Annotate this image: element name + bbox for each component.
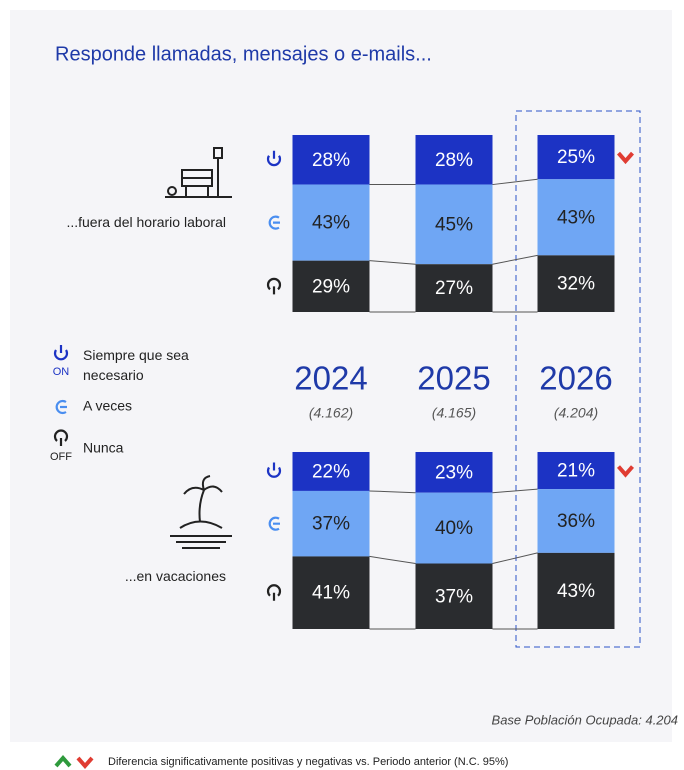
value-label: 21% [557,461,595,482]
connector [492,552,538,564]
icon-path [268,516,280,531]
value-label: 22% [312,461,350,482]
footnote: Diferencia significativamente positivas … [108,756,508,768]
icon-path [266,462,282,478]
year-label: 2025 [417,360,490,397]
legend-sometimes-icon [55,399,67,415]
off-label: OFF [50,451,72,463]
connector [492,254,538,265]
bar-segment [292,452,370,491]
legend-label: A veces [83,398,132,414]
value-label: 43% [557,581,595,602]
icon-path [268,215,280,230]
icon-path [266,584,282,601]
base-note: Base Población Ocupada: 4.204 [492,712,678,727]
value-label: 41% [312,583,350,604]
base-label: (4.204) [554,405,598,421]
value-label: 37% [312,514,350,535]
bar-segment [415,135,493,185]
row-icon [268,215,280,230]
value-label: 45% [435,214,473,235]
bar-segment [292,184,370,261]
island-icon [170,475,232,549]
bar-segment [292,556,370,629]
bar-segment [415,563,493,629]
bench-icon [165,147,232,198]
value-label: 23% [435,462,473,483]
row-icon [268,516,280,531]
value-label: 28% [312,150,350,171]
legend-on-icon [53,345,69,361]
significance-down [616,151,635,165]
bar-segment [292,490,370,557]
significance-down [616,465,635,478]
bar-segment [537,489,615,553]
bar-segment [537,255,615,312]
legend-label: Siempre que sea necesario [83,347,189,383]
chart-title: ...fuera del horario laboral [66,214,226,230]
bar-segment [415,264,493,312]
value-label: 36% [557,511,595,532]
bar-segment [292,135,370,185]
connector [369,490,416,494]
up-chevron [54,754,72,768]
on-label: ON [53,366,70,378]
bar-segment [292,260,370,312]
value-label: 43% [557,207,595,228]
value-label: 28% [435,150,473,171]
value-label: 37% [435,586,473,607]
down-chevron [76,756,94,770]
icon-path [266,150,282,167]
row-icon [266,277,282,295]
legend-off-icon [53,429,69,446]
base-label: (4.165) [432,405,476,421]
bar-segment [537,552,615,629]
year-label: 2024 [294,360,367,397]
row-icon [266,150,282,167]
legend-label: Nunca [83,440,124,456]
bar-segment [537,452,615,490]
row-icon [266,462,282,478]
row-icon [266,584,282,601]
highlight-box [515,110,641,648]
value-label: 43% [312,213,350,234]
year-label: 2026 [539,360,612,397]
base-label: (4.162) [309,405,353,421]
bar-segment [415,452,493,493]
connector [369,555,416,565]
bar-segment [415,492,493,564]
bar-segment [415,184,493,265]
connector [492,488,538,494]
connector [492,178,538,186]
connector [369,260,416,265]
value-label: 32% [557,274,595,295]
chart-title: ...en vacaciones [124,568,226,584]
bar-segment [537,135,615,180]
value-label: 25% [557,147,595,168]
value-label: 27% [435,278,473,299]
value-label: 40% [435,518,473,539]
value-label: 29% [312,276,350,297]
title: Responde llamadas, mensajes o e-mails... [55,43,432,65]
icon-path [266,277,282,295]
bar-segment [537,179,615,256]
